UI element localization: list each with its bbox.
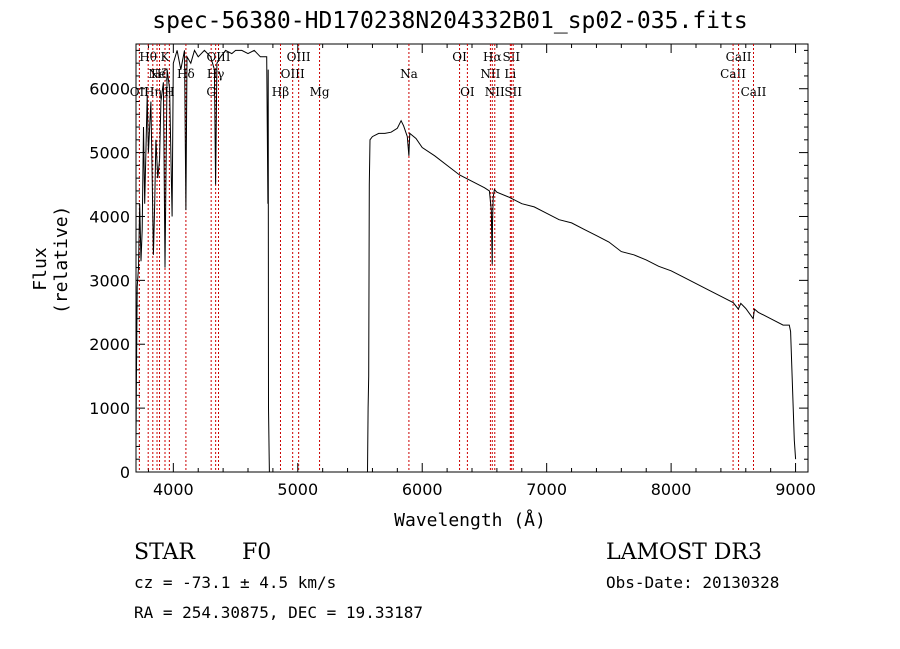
line-marker-label: SII	[502, 50, 520, 64]
line-marker-label: CaII	[720, 67, 746, 81]
y-tick-label: 2000	[89, 335, 130, 354]
x-tick-label: 7000	[526, 480, 567, 499]
line-marker-label: Hδ	[177, 67, 195, 81]
line-marker-label: Hα	[483, 50, 502, 64]
object-class: STAR	[134, 540, 195, 565]
redshift-text: cz = -73.1 ± 4.5 km/s	[134, 573, 337, 592]
y-tick-label: 4000	[89, 207, 130, 226]
line-marker-label: G	[206, 85, 216, 99]
line-marker-label: Hβ	[272, 85, 289, 99]
line-marker-label: K	[161, 50, 171, 64]
line-marker-label: NII	[480, 67, 500, 81]
line-marker-label: SII	[504, 85, 522, 99]
y-tick-label: 6000	[89, 80, 130, 99]
x-tick-label: 5000	[277, 480, 318, 499]
line-marker-label: OIII	[287, 50, 311, 64]
object-subclass: F0	[242, 540, 272, 565]
y-tick-label: 1000	[89, 399, 130, 418]
y-tick-label: 3000	[89, 271, 130, 290]
y-tick-label: 5000	[89, 144, 130, 163]
x-tick-label: 8000	[651, 480, 692, 499]
chart-title: spec-56380-HD170238N204332B01_sp02-035.f…	[152, 8, 748, 34]
spectrum-line	[135, 49, 797, 473]
line-marker-label: OI	[460, 85, 475, 99]
line-marker-label: CaII	[741, 85, 767, 99]
line-marker-label: OIII	[281, 67, 305, 81]
obs-date: Obs-Date: 20130328	[606, 573, 780, 592]
line-marker-label: Li	[504, 67, 516, 81]
line-marker-label: CaII	[726, 50, 752, 64]
line-marker-label: Hγ	[207, 67, 225, 81]
line-marker-label: Hζ	[151, 67, 168, 81]
x-tick-label: 6000	[402, 480, 443, 499]
y-axis-label: Flux (relative)	[30, 205, 72, 314]
line-marker-label: NII	[485, 85, 505, 99]
line-marker-label: OII	[130, 85, 150, 99]
x-axis-label: Wavelength (Å)	[394, 510, 546, 531]
line-marker-label: OIII	[206, 50, 230, 64]
x-tick-label: 4000	[153, 480, 194, 499]
y-tick-label: 0	[120, 463, 130, 482]
line-marker-label: Na	[400, 67, 418, 81]
line-marker-label: Hθ	[139, 50, 157, 64]
plot-frame	[135, 43, 809, 473]
line-marker-label: OI	[452, 50, 467, 64]
survey-name: LAMOST DR3	[606, 540, 762, 565]
coordinates-text: RA = 254.30875, DEC = 19.33187	[134, 603, 423, 622]
line-marker-label: Mg	[310, 85, 330, 99]
x-tick-label: 9000	[775, 480, 816, 499]
line-marker-label: Hη	[144, 85, 162, 99]
